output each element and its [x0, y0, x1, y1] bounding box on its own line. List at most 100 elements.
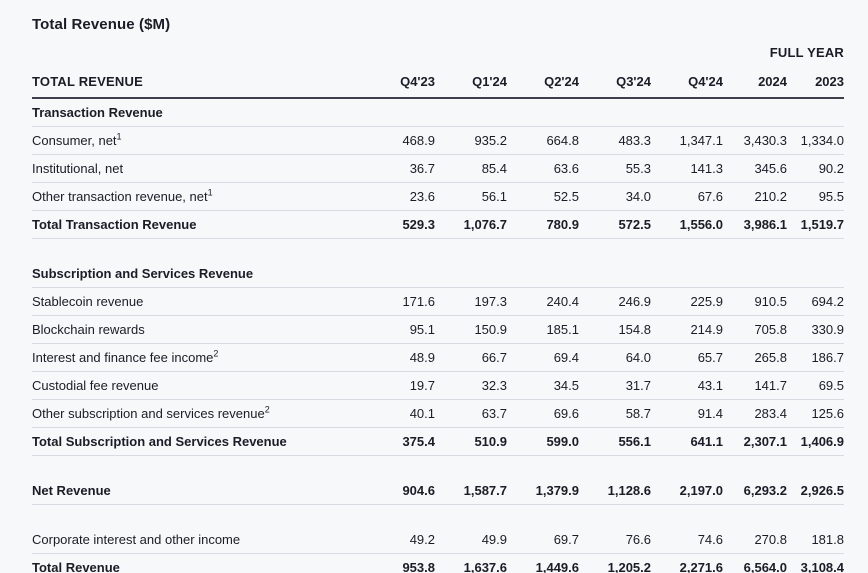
spacer-cell: [32, 456, 844, 478]
full-year-header-row: FULL YEAR: [32, 43, 844, 68]
cell-value: [787, 98, 844, 127]
cell-value: 214.9: [651, 315, 723, 344]
cell-value: 181.8: [787, 526, 844, 554]
row-label-text: Total Revenue: [32, 560, 120, 573]
cell-value: 599.0: [507, 427, 579, 456]
cell-value: 483.3: [579, 126, 651, 155]
row-label: Net Revenue: [32, 477, 363, 505]
cell-value: 1,637.6: [435, 553, 507, 573]
cell-value: 125.6: [787, 399, 844, 428]
cell-value: 90.2: [787, 154, 844, 183]
cell-value: 69.4: [507, 343, 579, 372]
cell-value: 3,108.4: [787, 553, 844, 573]
row-label: Subscription and Services Revenue: [32, 260, 363, 288]
cell-value: 283.4: [723, 399, 787, 428]
cell-value: 64.0: [579, 343, 651, 372]
cell-value: 1,334.0: [787, 126, 844, 155]
cell-value: 23.6: [363, 182, 435, 211]
spacer-row: [32, 456, 844, 478]
cell-value: [787, 260, 844, 288]
total-row: Total Subscription and Services Revenue 3…: [32, 427, 844, 456]
cell-value: 185.1: [507, 315, 579, 344]
cell-value: 6,293.2: [723, 477, 787, 505]
row-label: Total Subscription and Services Revenue: [32, 427, 363, 456]
cell-value: 34.5: [507, 371, 579, 400]
row-label: Total Revenue: [32, 553, 363, 573]
footnote-marker: 1: [207, 187, 213, 198]
row-label: Other transaction revenue, net1: [32, 182, 363, 211]
cell-value: 529.3: [363, 210, 435, 239]
row-label: Total Transaction Revenue: [32, 210, 363, 239]
revenue-table: FULL YEAR TOTAL REVENUE Q4'23 Q1'24 Q2'2…: [32, 43, 844, 573]
cell-value: 186.7: [787, 343, 844, 372]
cell-value: [435, 260, 507, 288]
row-label-text: Consumer, net: [32, 133, 117, 148]
cell-value: 953.8: [363, 553, 435, 573]
cell-value: 246.9: [579, 287, 651, 316]
cell-value: 265.8: [723, 343, 787, 372]
cell-value: 572.5: [579, 210, 651, 239]
total-row: Total Transaction Revenue 529.3 1,076.7 780…: [32, 210, 844, 239]
column-header: 2023: [787, 68, 844, 99]
cell-value: 1,519.7: [787, 210, 844, 239]
row-label: Institutional, net: [32, 154, 363, 183]
cell-value: 910.5: [723, 287, 787, 316]
cell-value: 1,347.1: [651, 126, 723, 155]
column-header-total-revenue: TOTAL REVENUE: [32, 68, 363, 99]
cell-value: 66.7: [435, 343, 507, 372]
data-row: Corporate interest and other income 49.2 4…: [32, 526, 844, 554]
cell-value: 31.7: [579, 371, 651, 400]
cell-value: 1,379.9: [507, 477, 579, 505]
cell-value: 2,271.6: [651, 553, 723, 573]
cell-value: 1,449.6: [507, 553, 579, 573]
row-label-text: Corporate interest and other income: [32, 532, 241, 547]
cell-value: 1,205.2: [579, 553, 651, 573]
row-label-text: Transaction Revenue: [32, 105, 163, 120]
spacer-cell: [32, 239, 844, 261]
row-label: Custodial fee revenue: [32, 371, 363, 400]
row-label-text: Subscription and Services Revenue: [32, 266, 254, 281]
cell-value: 63.7: [435, 399, 507, 428]
row-label: Interest and finance fee income2: [32, 343, 363, 372]
cell-value: 69.7: [507, 526, 579, 554]
data-row: Consumer, net1 468.9 935.2 664.8 483.3 1,347.…: [32, 126, 844, 155]
row-label-text: Stablecoin revenue: [32, 294, 144, 309]
column-header: Q4'23: [363, 68, 435, 99]
spacer-row: [32, 239, 844, 261]
cell-value: 345.6: [723, 154, 787, 183]
cell-value: 375.4: [363, 427, 435, 456]
cell-value: 150.9: [435, 315, 507, 344]
cell-value: 56.1: [435, 182, 507, 211]
cell-value: 67.6: [651, 182, 723, 211]
data-row: Other subscription and services revenue2…: [32, 399, 844, 428]
page-title: Total Revenue ($M): [32, 16, 171, 33]
cell-value: [651, 260, 723, 288]
row-label: Corporate interest and other income: [32, 526, 363, 554]
cell-value: 1,128.6: [579, 477, 651, 505]
cell-value: [507, 260, 579, 288]
cell-value: [723, 260, 787, 288]
row-label-text: Other transaction revenue, net: [32, 189, 208, 204]
column-header: Q2'24: [507, 68, 579, 99]
cell-value: 34.0: [579, 182, 651, 211]
cell-value: 330.9: [787, 315, 844, 344]
row-label-text: Blockchain rewards: [32, 322, 145, 337]
row-label: Consumer, net1: [32, 126, 363, 155]
cell-value: 225.9: [651, 287, 723, 316]
row-label: Other subscription and services revenue2: [32, 399, 363, 428]
cell-value: 63.6: [507, 154, 579, 183]
row-label: Transaction Revenue: [32, 98, 363, 127]
row-label-text: Interest and finance fee income: [32, 350, 214, 365]
cell-value: 76.6: [579, 526, 651, 554]
cell-value: 510.9: [435, 427, 507, 456]
full-year-spacer: [32, 43, 723, 68]
cell-value: 171.6: [363, 287, 435, 316]
cell-value: 780.9: [507, 210, 579, 239]
cell-value: [363, 260, 435, 288]
cell-value: 210.2: [723, 182, 787, 211]
cell-value: 240.4: [507, 287, 579, 316]
cell-value: 154.8: [579, 315, 651, 344]
cell-value: 43.1: [651, 371, 723, 400]
row-label-text: Custodial fee revenue: [32, 378, 159, 393]
